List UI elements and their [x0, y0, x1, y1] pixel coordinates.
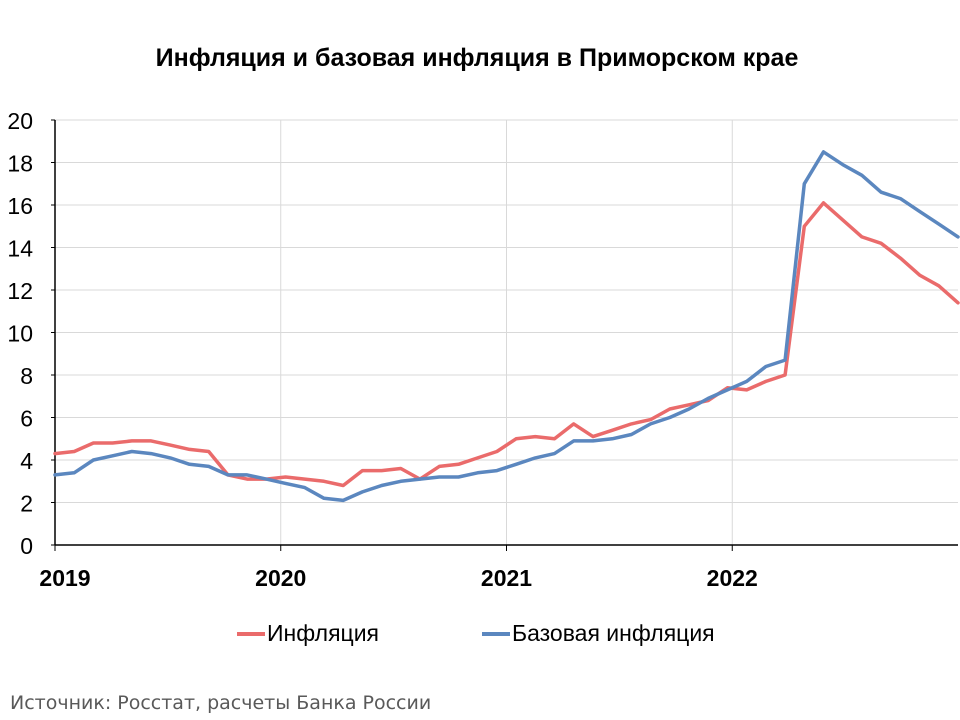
- y-tick-label: 16: [7, 193, 33, 219]
- y-tick-label: 4: [20, 448, 33, 474]
- axes: 0 2 4 6 8 10 12 14 16 18 20 2019 2020 2021 2022: [7, 108, 958, 591]
- y-tick-label: 6: [20, 406, 33, 432]
- legend: Инфляция Базовая инфляция: [0, 620, 960, 650]
- series-line-inflation: [53, 201, 960, 488]
- x-tick-label: 2020: [255, 565, 306, 591]
- x-tick-label: 2021: [481, 565, 532, 591]
- y-tick-label: 8: [20, 363, 33, 389]
- y-tick-label: 0: [20, 533, 33, 559]
- legend-label-inflation: Инфляция: [267, 620, 380, 646]
- y-tick-label: 10: [7, 321, 33, 347]
- legend-item-core-inflation: Базовая инфляция: [482, 620, 715, 647]
- y-tick-label: 14: [7, 236, 33, 262]
- y-tick-label: 2: [20, 491, 33, 517]
- legend-swatch-core-inflation: [482, 631, 510, 636]
- legend-label-core-inflation: Базовая инфляция: [512, 620, 715, 646]
- y-tick-label: 12: [7, 278, 33, 304]
- legend-item-inflation: Инфляция: [237, 620, 379, 647]
- source-note: Источник: Росстат, расчеты Банка России: [10, 692, 432, 714]
- chart-title: Инфляция и базовая инфляция в Приморском…: [155, 44, 799, 72]
- x-tick-label: 2022: [707, 565, 758, 591]
- x-tick-label: 2019: [39, 565, 90, 591]
- series-lines: [53, 150, 960, 503]
- grid-lines: [55, 119, 958, 545]
- series-line-core-inflation: [53, 150, 960, 503]
- legend-swatch-inflation: [237, 631, 265, 636]
- y-tick-label: 20: [7, 108, 33, 134]
- y-tick-label: 18: [7, 151, 33, 177]
